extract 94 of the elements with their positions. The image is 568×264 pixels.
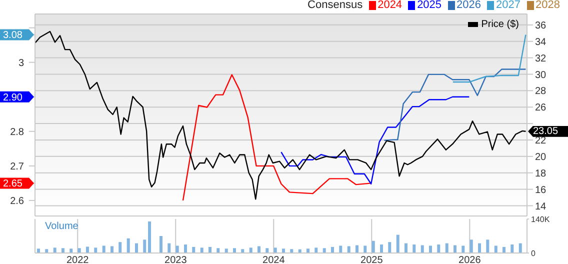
bar	[494, 246, 498, 253]
bar	[110, 246, 114, 253]
bar	[216, 248, 220, 253]
line-series	[182, 74, 372, 202]
y-tick-label: 2.8	[10, 126, 24, 138]
bar	[502, 246, 506, 253]
legend-label: 2027	[495, 0, 521, 12]
bar	[314, 248, 318, 253]
y2-tick-label: 16	[535, 184, 547, 196]
bar	[258, 246, 260, 253]
y-tick-label: 2.90	[3, 92, 23, 104]
bar	[70, 248, 73, 253]
y-tick-label: 0	[531, 248, 536, 258]
legend-label: 2028	[534, 0, 560, 12]
bar	[420, 245, 424, 253]
bar	[53, 248, 56, 253]
line-series	[384, 68, 526, 141]
x-tick-label: 2023	[164, 255, 188, 264]
legend-label: 2025	[416, 0, 442, 12]
bar	[282, 248, 285, 253]
bar	[148, 221, 152, 253]
bar	[126, 238, 130, 253]
bar	[143, 240, 146, 253]
bar	[372, 240, 375, 253]
y2-tick-label: 34	[535, 36, 547, 48]
bar	[478, 243, 482, 253]
bar	[232, 248, 236, 253]
x-tick-label: 2024	[262, 255, 286, 264]
x-tick-label: 2022	[66, 255, 90, 264]
y2-tick-label: 14	[535, 201, 547, 212]
bar	[429, 246, 432, 253]
bar	[388, 242, 392, 253]
bar	[94, 248, 98, 253]
y-tick-label: 2.65	[3, 178, 23, 190]
legend-label: Price ($)	[480, 19, 519, 30]
bar	[176, 246, 179, 253]
bar	[510, 244, 514, 253]
bar	[224, 248, 228, 253]
bar	[208, 246, 212, 253]
y-tick-label: 2.6	[10, 196, 24, 207]
y-tick-label: 140K	[531, 214, 550, 224]
y2-tick-label: 18	[535, 168, 547, 180]
bar	[396, 234, 400, 253]
bar	[437, 244, 440, 253]
x-tick-label: 2025	[360, 255, 384, 264]
bar	[380, 244, 384, 253]
bar	[347, 246, 350, 253]
bar	[249, 248, 252, 253]
y-tick-label: 2.7	[10, 161, 24, 172]
bar	[168, 243, 171, 253]
bar	[364, 246, 367, 253]
y2-tick-label: 30	[535, 70, 547, 81]
bar	[412, 244, 416, 253]
bar	[192, 246, 196, 253]
y2-tick-label: 32	[535, 53, 547, 64]
y-tick-label: 3	[18, 58, 24, 69]
bar	[159, 236, 162, 253]
bar	[356, 245, 359, 253]
y-tick-label: 3.08	[3, 30, 23, 42]
y2-tick-label: 22	[535, 136, 547, 147]
bar	[486, 240, 490, 253]
bar	[462, 246, 465, 253]
data-label: 23.05	[528, 126, 568, 137]
x-tick-label: 2026	[458, 255, 482, 264]
bar	[470, 240, 473, 253]
bar	[200, 248, 204, 253]
bar	[404, 243, 408, 253]
bar	[86, 246, 89, 253]
bar	[266, 248, 269, 253]
y2-tick-label: 28	[535, 86, 547, 98]
bar	[274, 248, 277, 253]
bar	[118, 242, 122, 253]
bar	[518, 243, 522, 253]
bar	[445, 243, 448, 253]
y2-tick-label: 36	[535, 20, 547, 32]
bar	[61, 248, 64, 253]
bar	[331, 246, 334, 253]
y2-tick-label: 26	[535, 102, 547, 114]
legend-title: Consensus	[308, 0, 363, 12]
bar	[36, 248, 40, 253]
legend-label: 2024	[376, 0, 402, 12]
bar	[184, 244, 187, 253]
line-series	[280, 96, 470, 184]
y2-tick-label: 20	[535, 152, 547, 163]
line-series	[452, 34, 526, 83]
bar	[454, 245, 457, 253]
bar	[102, 246, 106, 253]
legend-label: 2026	[456, 0, 482, 12]
bar	[339, 246, 342, 253]
bar	[134, 243, 138, 253]
bar	[306, 248, 310, 253]
annotation: Volume	[45, 221, 78, 232]
bar	[322, 248, 326, 253]
bar	[78, 248, 81, 253]
